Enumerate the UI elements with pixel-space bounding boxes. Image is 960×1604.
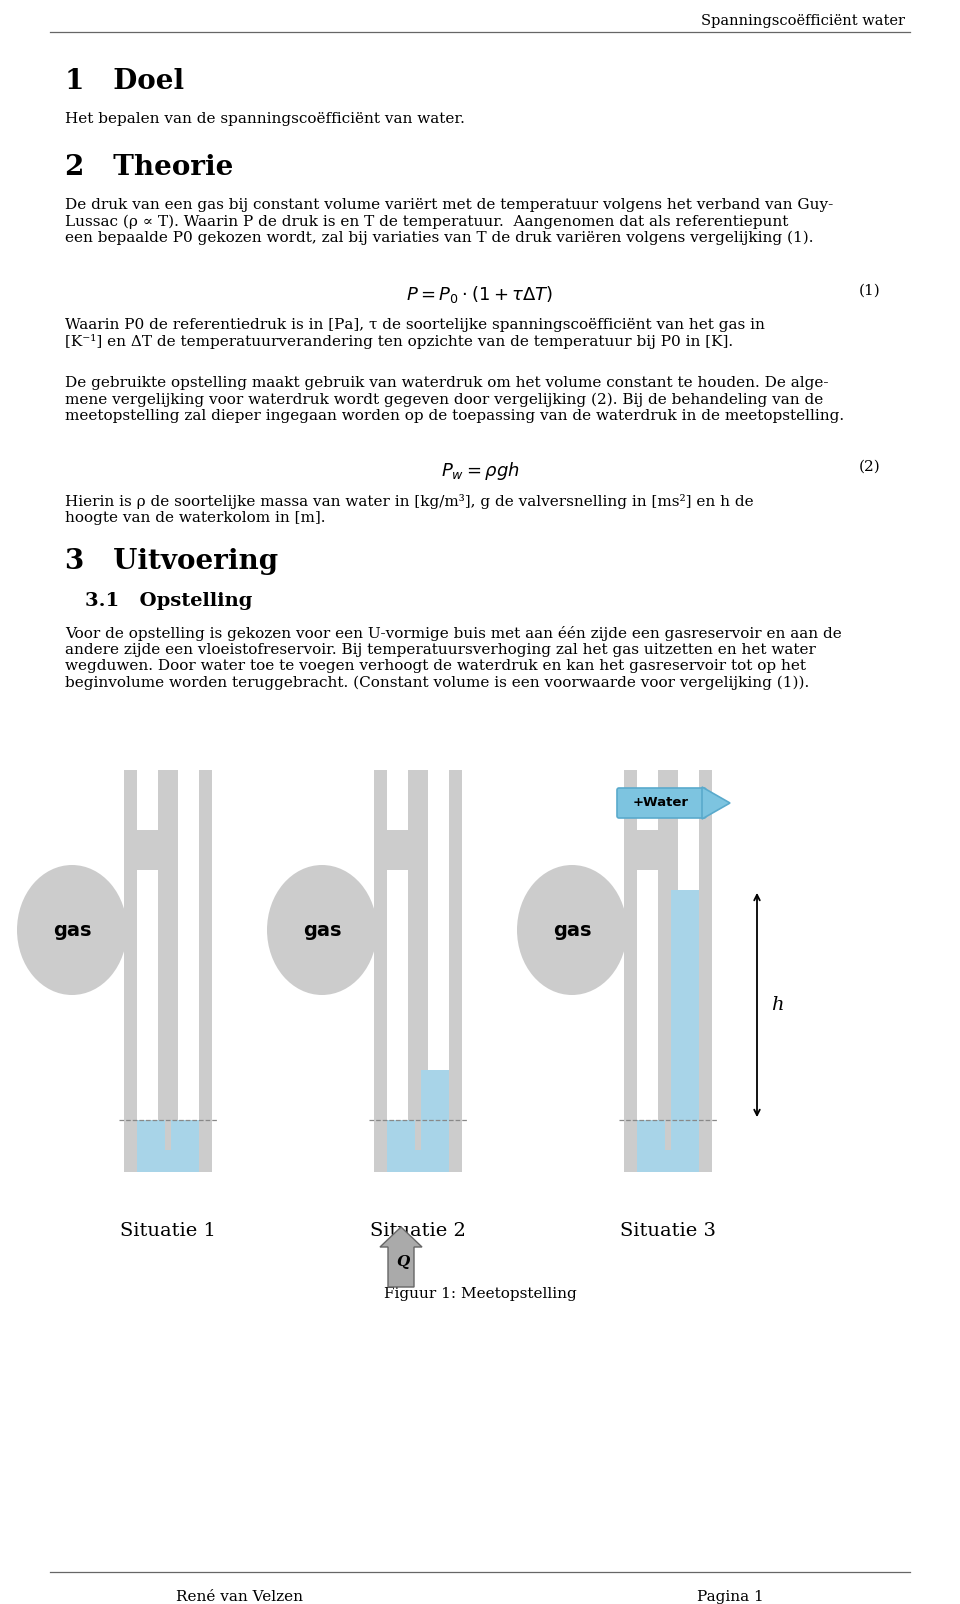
Bar [624,1150,712,1173]
Text: 3   Uitvoering: 3 Uitvoering [65,549,278,574]
Bar [65,720,895,1339]
FancyArrow shape [380,1227,422,1286]
Bar [137,1120,165,1150]
Text: Situatie 1: Situatie 1 [120,1222,216,1240]
FancyBboxPatch shape [617,788,706,818]
Bar [374,1150,462,1173]
Text: De gebruikte opstelling maakt gebruik van waterdruk om het volume constant te ho: De gebruikte opstelling maakt gebruik va… [65,375,844,423]
Text: gas: gas [553,921,591,940]
Bar [637,1120,665,1150]
Bar [387,829,415,869]
Bar [665,770,678,1150]
Bar [699,770,712,1150]
Text: De druk van een gas bij constant volume variërt met de temperatuur volgens het v: De druk van een gas bij constant volume … [65,197,833,245]
Bar [449,770,462,1150]
Text: 3.1   Opstelling: 3.1 Opstelling [85,592,252,610]
Bar [387,1120,415,1150]
Text: Q: Q [396,1254,410,1269]
Text: gas: gas [302,921,341,940]
Ellipse shape [517,865,627,994]
Bar [171,1120,199,1150]
Ellipse shape [267,865,377,994]
Text: gas: gas [53,921,91,940]
Text: $P = P_0 \cdot (1 + \tau \Delta T)$: $P = P_0 \cdot (1 + \tau \Delta T)$ [406,284,554,305]
Bar [158,770,171,1150]
Text: Voor de opstelling is gekozen voor een U-vormige buis met aan één zijde een gasr: Voor de opstelling is gekozen voor een U… [65,626,842,690]
Bar [658,770,671,1150]
Text: $P_w = \rho g h$: $P_w = \rho g h$ [441,460,519,481]
Text: h: h [771,996,783,1014]
Text: +Water: +Water [633,797,689,810]
Text: Het bepalen van de spanningscoëfficiënt van water.: Het bepalen van de spanningscoëfficiënt … [65,112,465,127]
Text: Pagina 1: Pagina 1 [697,1590,763,1604]
Bar [374,770,387,1150]
Text: 1   Doel: 1 Doel [65,67,184,95]
Text: René van Velzen: René van Velzen [177,1590,303,1604]
FancyArrow shape [702,788,730,820]
Bar [637,829,665,869]
Bar [671,890,699,1150]
Text: Hierin is ρ de soortelijke massa van water in [kg/m³], g de valversnelling in [m: Hierin is ρ de soortelijke massa van wat… [65,494,754,525]
Text: 2   Theorie: 2 Theorie [65,154,233,181]
Text: Situatie 3: Situatie 3 [620,1222,716,1240]
Text: (2): (2) [858,460,880,475]
Ellipse shape [17,865,127,994]
Bar [387,1150,449,1173]
Bar [137,1150,199,1173]
Bar [199,770,212,1150]
Bar [421,1070,449,1150]
Bar [415,770,428,1150]
Bar [124,1150,212,1173]
Text: (1): (1) [858,284,880,298]
Bar [137,829,165,869]
Text: Situatie 2: Situatie 2 [370,1222,466,1240]
Text: Figuur 1: Meetopstelling: Figuur 1: Meetopstelling [384,1286,576,1301]
Bar [165,770,178,1150]
Bar [408,770,421,1150]
Text: Spanningscoëfficiënt water: Spanningscoëfficiënt water [701,14,905,27]
Bar [124,770,137,1150]
Bar [624,770,637,1150]
Bar [637,1150,699,1173]
Text: Waarin Ρ0 de referentiedruk is in [Ρa], τ de soortelijke spanningscoëfficiënt va: Waarin Ρ0 de referentiedruk is in [Ρa], … [65,318,765,350]
